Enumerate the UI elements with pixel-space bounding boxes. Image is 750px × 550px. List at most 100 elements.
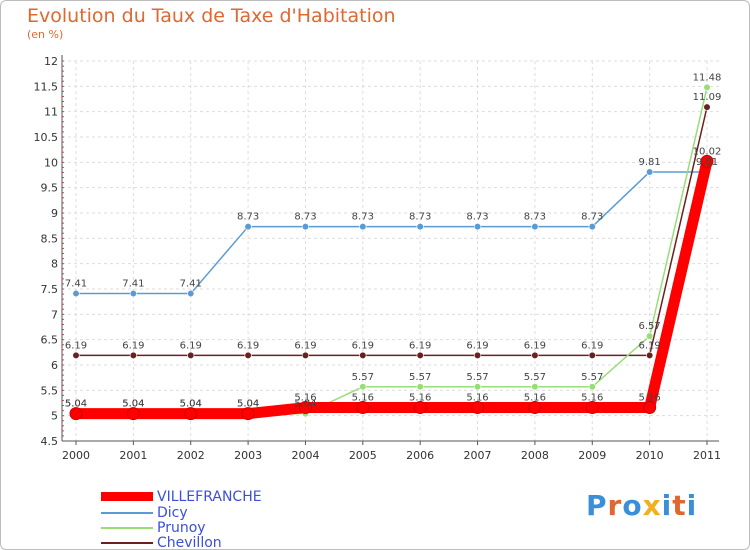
y-tick-label: 9.5 xyxy=(41,182,59,195)
y-tick-label: 7 xyxy=(51,308,58,321)
series-line-chevillon xyxy=(75,106,708,357)
data-point-chevillon xyxy=(129,351,137,359)
data-label-villefranche: 5.04 xyxy=(180,399,202,410)
data-label-dicy: 8.73 xyxy=(409,212,431,223)
data-label-prunoy: 5.57 xyxy=(409,372,431,383)
data-label-dicy: 8.73 xyxy=(237,212,259,223)
legend-swatch-dicy xyxy=(101,512,153,514)
data-label-villefranche: 10.02 xyxy=(693,146,722,157)
y-tick-label: 9 xyxy=(51,207,58,220)
data-point-dicy xyxy=(129,289,137,298)
data-point-prunoy xyxy=(473,383,482,391)
data-label-prunoy: 11.48 xyxy=(693,72,722,83)
x-tick-label: 2002 xyxy=(177,449,205,462)
data-label-prunoy: 5.04 xyxy=(237,399,259,410)
y-tick-label: 11 xyxy=(44,106,58,119)
data-label-dicy: 9.81 xyxy=(696,157,718,168)
data-point-villefranche xyxy=(69,407,83,421)
logo-letter: o xyxy=(622,489,643,522)
proxiti-logo: Proxiti xyxy=(586,489,697,522)
y-tick-label: 8.5 xyxy=(41,232,59,245)
data-label-dicy: 9.81 xyxy=(639,157,661,168)
data-label-villefranche: 5.16 xyxy=(524,393,546,404)
x-tick-label: 2001 xyxy=(119,449,147,462)
data-label-dicy: 7.41 xyxy=(122,279,144,290)
y-tick-label: 12 xyxy=(44,55,58,68)
data-point-prunoy xyxy=(588,383,596,391)
logo-letter: i xyxy=(661,489,673,522)
legend-label-prunoy: Prunoy xyxy=(157,520,206,536)
data-point-prunoy xyxy=(531,383,539,391)
data-point-villefranche xyxy=(471,401,485,415)
data-point-prunoy xyxy=(416,383,424,391)
data-label-prunoy: 5.04 xyxy=(180,399,202,410)
data-label-chevillon: 6.19 xyxy=(639,340,661,351)
y-tick-label: 6.5 xyxy=(41,334,59,347)
data-point-prunoy xyxy=(703,83,711,91)
data-label-chevillon: 6.19 xyxy=(180,340,202,351)
logo-letter: P xyxy=(586,489,608,522)
data-point-dicy xyxy=(359,223,367,231)
data-label-dicy: 8.73 xyxy=(294,212,316,223)
y-tick-label: 8 xyxy=(51,258,58,271)
data-label-prunoy: 5.04 xyxy=(294,399,316,410)
y-tick-label: 5 xyxy=(51,410,58,423)
chart-subtitle: (en %) xyxy=(27,28,64,41)
data-label-prunoy: 5.57 xyxy=(581,372,603,383)
data-label-chevillon: 6.19 xyxy=(65,340,87,351)
data-label-dicy: 8.73 xyxy=(581,212,603,223)
data-point-villefranche xyxy=(241,407,255,421)
data-point-villefranche xyxy=(356,401,370,415)
data-point-villefranche xyxy=(126,407,140,421)
data-point-prunoy xyxy=(359,383,367,391)
data-label-chevillon: 6.19 xyxy=(524,340,546,351)
data-point-villefranche xyxy=(643,401,657,415)
data-point-chevillon xyxy=(416,351,424,359)
data-point-chevillon xyxy=(244,351,252,359)
data-label-villefranche: 5.16 xyxy=(294,393,316,404)
data-label-dicy: 7.41 xyxy=(180,279,202,290)
x-tick-label: 2009 xyxy=(578,449,606,462)
data-point-dicy xyxy=(72,289,80,298)
x-tick-label: 2004 xyxy=(291,449,319,462)
chart-title: Evolution du Taux de Taxe d'Habitation xyxy=(27,5,396,27)
x-tick-label: 2006 xyxy=(406,449,434,462)
data-label-prunoy: 5.57 xyxy=(524,372,546,383)
data-point-chevillon xyxy=(703,103,711,111)
data-label-villefranche: 5.16 xyxy=(639,393,661,404)
legend-label-dicy: Dicy xyxy=(157,505,188,521)
data-label-dicy: 8.73 xyxy=(466,212,488,223)
data-label-villefranche: 5.04 xyxy=(65,399,87,410)
legend-swatch-chevillon xyxy=(101,542,153,544)
data-point-dicy xyxy=(187,289,195,298)
data-point-villefranche xyxy=(700,154,714,168)
data-point-dicy xyxy=(244,223,252,231)
data-point-villefranche xyxy=(413,401,427,415)
data-point-chevillon xyxy=(187,351,195,359)
x-tick-label: 2011 xyxy=(693,449,721,462)
data-point-dicy xyxy=(473,223,482,231)
x-tick-label: 2000 xyxy=(62,449,90,462)
data-label-chevillon: 11.09 xyxy=(693,92,722,103)
x-tick-label: 2010 xyxy=(636,449,664,462)
data-point-chevillon xyxy=(359,351,367,359)
x-tick-label: 2005 xyxy=(349,449,377,462)
data-label-prunoy: 5.57 xyxy=(352,372,374,383)
data-point-prunoy xyxy=(646,332,654,340)
data-point-dicy xyxy=(416,223,424,231)
data-label-villefranche: 5.04 xyxy=(122,399,144,410)
series-line-dicy xyxy=(75,171,708,295)
y-tick-label: 11.5 xyxy=(34,80,59,93)
data-point-chevillon xyxy=(531,351,539,359)
data-label-villefranche: 5.16 xyxy=(352,393,374,404)
y-tick-label: 4.5 xyxy=(41,435,59,448)
data-label-prunoy: 5.04 xyxy=(65,399,87,410)
data-label-chevillon: 6.19 xyxy=(466,340,488,351)
data-point-chevillon xyxy=(72,351,80,359)
y-tick-label: 6 xyxy=(51,359,58,372)
data-label-chevillon: 6.19 xyxy=(237,340,259,351)
data-label-chevillon: 6.19 xyxy=(294,340,316,351)
data-label-chevillon: 6.19 xyxy=(409,340,431,351)
data-point-villefranche xyxy=(585,401,599,415)
